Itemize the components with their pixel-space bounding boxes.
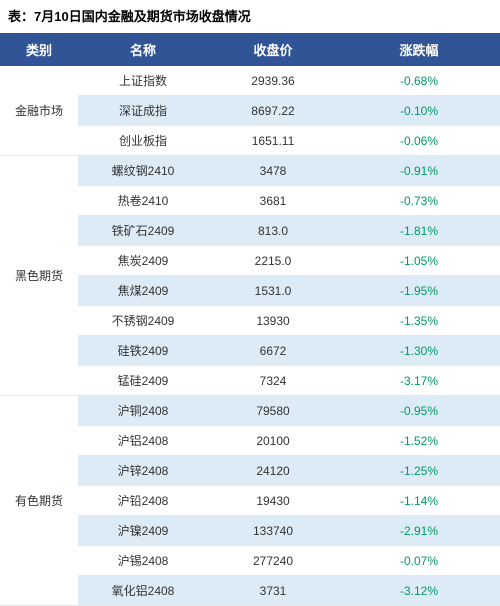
name-cell: 不锈钢2409	[78, 306, 208, 336]
change-cell: -0.73%	[338, 186, 500, 216]
change-cell: -1.14%	[338, 486, 500, 516]
price-cell: 1651.11	[208, 126, 338, 156]
name-cell: 上证指数	[78, 66, 208, 96]
change-cell: -1.52%	[338, 426, 500, 456]
price-cell: 2215.0	[208, 246, 338, 276]
price-cell: 813.0	[208, 216, 338, 246]
change-cell: -1.30%	[338, 336, 500, 366]
change-cell: -1.81%	[338, 216, 500, 246]
change-cell: -0.91%	[338, 156, 500, 186]
change-cell: -0.07%	[338, 546, 500, 576]
price-cell: 20100	[208, 426, 338, 456]
change-cell: -1.05%	[338, 246, 500, 276]
change-cell: -1.95%	[338, 276, 500, 306]
price-cell: 3731	[208, 576, 338, 606]
change-cell: -1.35%	[338, 306, 500, 336]
name-cell: 铁矿石2409	[78, 216, 208, 246]
change-cell: -0.10%	[338, 96, 500, 126]
name-cell: 深证成指	[78, 96, 208, 126]
price-cell: 277240	[208, 546, 338, 576]
price-cell: 1531.0	[208, 276, 338, 306]
name-cell: 创业板指	[78, 126, 208, 156]
header-change: 涨跌幅	[338, 33, 500, 66]
price-cell: 24120	[208, 456, 338, 486]
table-title: 表：7月10日国内金融及期货市场收盘情况	[0, 0, 500, 33]
name-cell: 锰硅2409	[78, 366, 208, 396]
header-price: 收盘价	[208, 33, 338, 66]
name-cell: 沪铜2408	[78, 396, 208, 426]
header-name: 名称	[78, 33, 208, 66]
category-cell: 黑色期货	[0, 156, 78, 396]
header-category: 类别	[0, 33, 78, 66]
price-cell: 2939.36	[208, 66, 338, 96]
price-cell: 7324	[208, 366, 338, 396]
change-cell: -0.95%	[338, 396, 500, 426]
tbody: 金融市场上证指数2939.36-0.68%深证成指8697.22-0.10%创业…	[0, 66, 500, 606]
name-cell: 热卷2410	[78, 186, 208, 216]
table-header: 类别 名称 收盘价 涨跌幅	[0, 33, 500, 66]
price-cell: 79580	[208, 396, 338, 426]
price-cell: 6672	[208, 336, 338, 366]
change-cell: -1.25%	[338, 456, 500, 486]
name-cell: 螺纹钢2410	[78, 156, 208, 186]
name-cell: 焦煤2409	[78, 276, 208, 306]
name-cell: 硅铁2409	[78, 336, 208, 366]
table-row: 有色期货沪铜240879580-0.95%	[0, 396, 500, 426]
category-cell: 有色期货	[0, 396, 78, 606]
table-row: 金融市场上证指数2939.36-0.68%	[0, 66, 500, 96]
price-cell: 19430	[208, 486, 338, 516]
price-cell: 3681	[208, 186, 338, 216]
change-cell: -0.06%	[338, 126, 500, 156]
price-cell: 3478	[208, 156, 338, 186]
price-cell: 133740	[208, 516, 338, 546]
name-cell: 沪锌2408	[78, 456, 208, 486]
table-row: 黑色期货螺纹钢24103478-0.91%	[0, 156, 500, 186]
name-cell: 焦炭2409	[78, 246, 208, 276]
market-table: 类别 名称 收盘价 涨跌幅 金融市场上证指数2939.36-0.68%深证成指8…	[0, 33, 500, 606]
change-cell: -2.91%	[338, 516, 500, 546]
name-cell: 氧化铝2408	[78, 576, 208, 606]
change-cell: -0.68%	[338, 66, 500, 96]
category-cell: 金融市场	[0, 66, 78, 156]
name-cell: 沪铅2408	[78, 486, 208, 516]
change-cell: -3.12%	[338, 576, 500, 606]
name-cell: 沪铝2408	[78, 426, 208, 456]
name-cell: 沪锡2408	[78, 546, 208, 576]
price-cell: 13930	[208, 306, 338, 336]
change-cell: -3.17%	[338, 366, 500, 396]
price-cell: 8697.22	[208, 96, 338, 126]
name-cell: 沪镍2409	[78, 516, 208, 546]
